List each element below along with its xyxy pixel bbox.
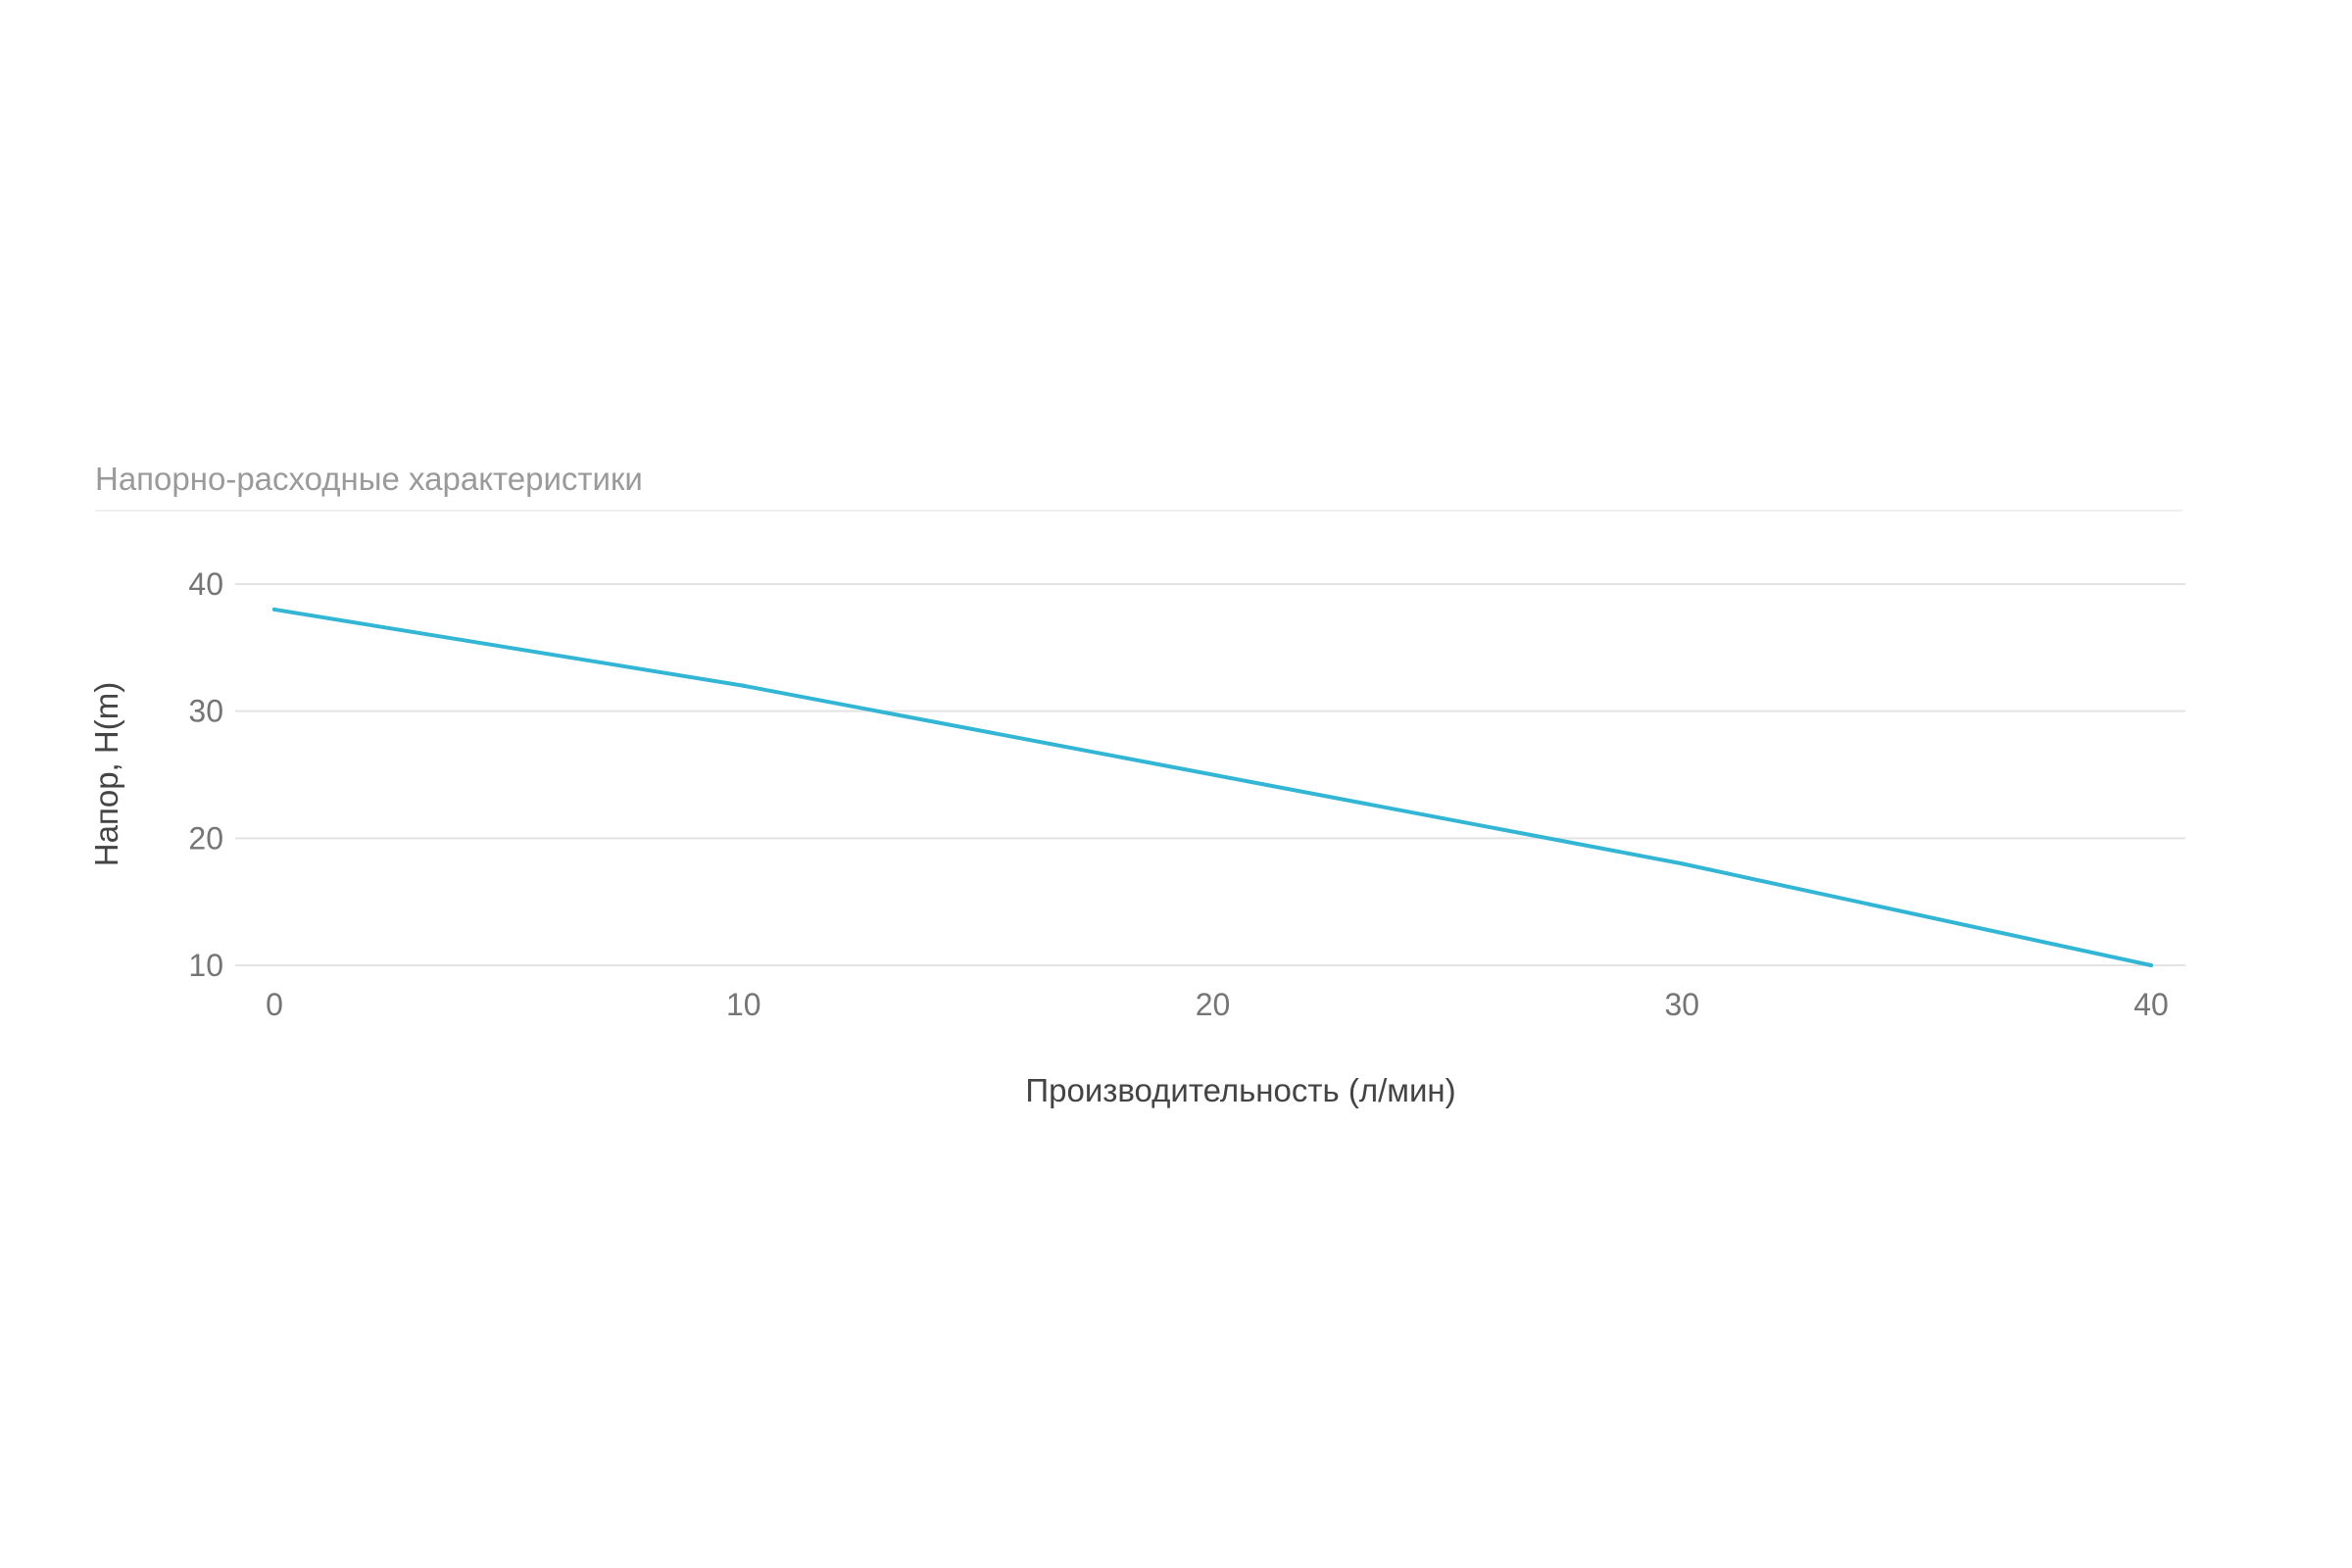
data-point xyxy=(2149,963,2153,967)
x-tick-label: 30 xyxy=(1664,987,1699,1022)
y-tick-label: 40 xyxy=(188,566,223,602)
data-point xyxy=(1210,772,1215,777)
y-axis-label: Напор, H(m) xyxy=(88,682,124,866)
data-point xyxy=(1680,861,1685,866)
y-tick-label: 20 xyxy=(188,820,223,856)
x-tick-label: 0 xyxy=(266,987,283,1022)
data-point xyxy=(741,683,746,688)
y-tick-label: 10 xyxy=(188,948,223,983)
series-line xyxy=(272,607,2153,967)
series-layer xyxy=(272,607,2153,967)
x-tick-label: 40 xyxy=(2133,987,2169,1022)
chart-title: Напорно-расходные характеристики xyxy=(95,461,643,497)
grid-lines xyxy=(235,583,2185,966)
data-point xyxy=(272,607,276,612)
x-tick-label: 20 xyxy=(1196,987,1231,1022)
title-divider xyxy=(95,510,2182,512)
x-axis-ticks: 0 10 20 30 40 xyxy=(266,987,2169,1022)
x-axis-label: Производительность (л/мин) xyxy=(1025,1072,1455,1108)
y-tick-label: 30 xyxy=(188,694,223,729)
y-axis-ticks: 40 30 20 10 xyxy=(188,566,223,983)
x-tick-label: 10 xyxy=(726,987,761,1022)
